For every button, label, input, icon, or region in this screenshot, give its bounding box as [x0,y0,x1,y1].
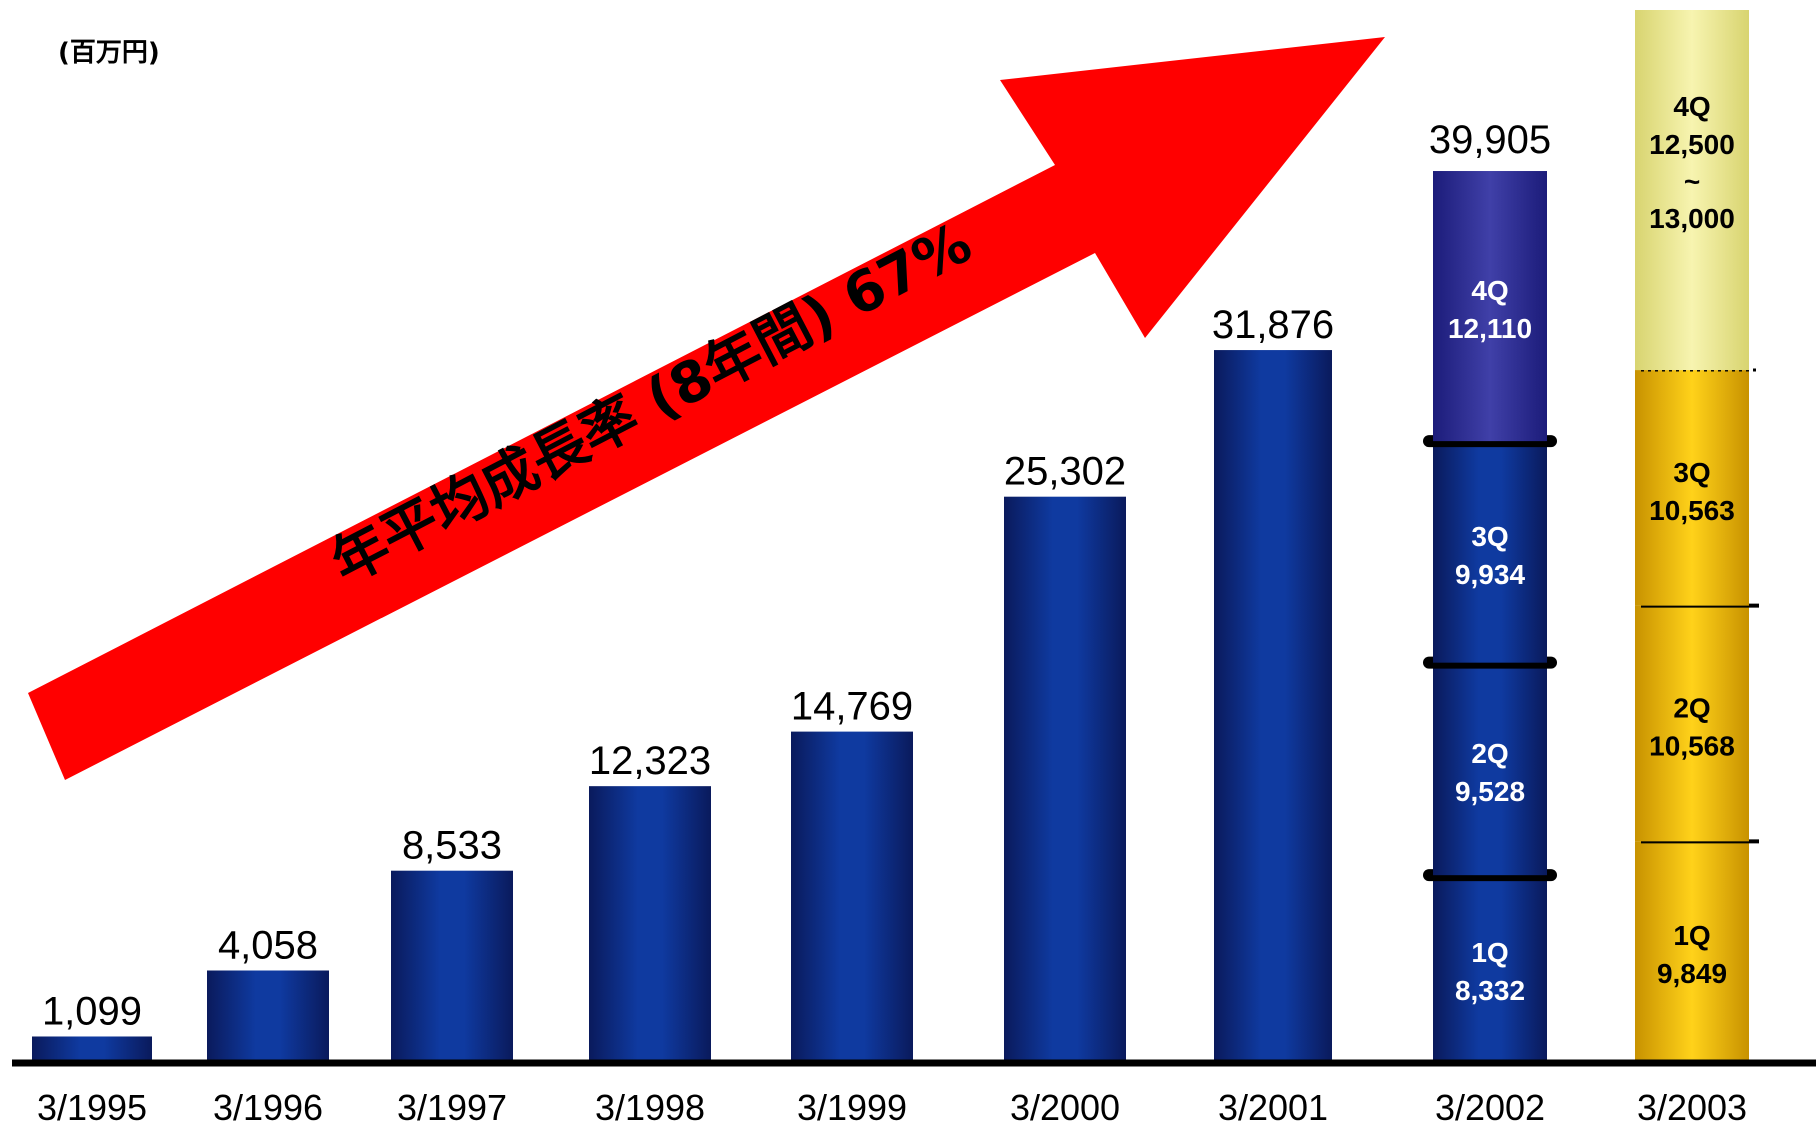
x-tick-label: 3/1997 [397,1087,507,1127]
growth-arrow-shape [28,37,1385,780]
stack-segment [1433,875,1547,1061]
bar [589,786,711,1061]
bar-value-label: 25,302 [1004,450,1126,494]
segment-value-label: 9,528 [1455,776,1525,807]
segment-quarter-label: 4Q [1673,91,1710,122]
x-tick-label: 3/1999 [797,1087,907,1127]
segment-quarter-label: 4Q [1471,275,1508,306]
segment-value-label: ~ [1684,166,1700,197]
segment-value-label: 10,563 [1649,495,1735,526]
bar-value-label: 8,533 [402,824,502,868]
segment-quarter-label: 3Q [1471,521,1508,552]
segment-quarter-label: 1Q [1471,937,1508,968]
growth-arrow: 年平均成長率 (8年間) 67% [28,37,1385,780]
x-tick-label: 3/1995 [37,1087,147,1127]
unit-label: (百万円) [58,38,160,68]
x-tick-label: 3/1998 [595,1087,705,1127]
bar [32,1036,152,1061]
segment-quarter-label: 1Q [1673,920,1710,951]
stack-segment [1635,10,1749,371]
bar-value-label: 12,323 [589,739,711,783]
growth-rate-label: 年平均成長率 (8年間) 67% [321,211,982,597]
bar-value-label: 39,905 [1429,118,1551,162]
stack-segment [1635,605,1749,842]
stack-segment [1635,370,1749,606]
x-tick-label: 3/2003 [1637,1087,1747,1127]
stack-segment [1433,171,1547,442]
bar-value-label: 14,769 [791,685,913,729]
x-tick-label: 3/2000 [1010,1087,1120,1127]
segment-quarter-label: 2Q [1673,692,1710,723]
bar [1004,496,1126,1061]
segment-value-label: 8,332 [1455,975,1525,1006]
chart-marks: 1,099 3/1995 4,058 3/1996 8,533 3/1997 12,323 3… [32,10,1759,1127]
x-tick-label: 3/1996 [213,1087,323,1127]
x-tick-label: 3/2001 [1218,1087,1328,1127]
segment-value-label: 13,000 [1649,203,1735,234]
bar [791,731,913,1061]
bar-value-label: 1,099 [42,989,142,1033]
segment-value-label: 9,934 [1455,559,1525,590]
segment-quarter-label: 3Q [1673,457,1710,488]
x-tick-label: 3/2002 [1435,1087,1545,1127]
stack-segment [1433,441,1547,663]
bar [1214,350,1332,1061]
segment-value-label: 12,110 [1448,313,1532,344]
bar-value-label: 4,058 [218,923,318,967]
segment-value-label: 9,849 [1657,958,1727,989]
stack-segment [1433,662,1547,876]
bar [391,870,513,1061]
stack-segment [1635,841,1749,1061]
bar [207,970,329,1061]
segment-value-label: 12,500 [1649,129,1735,160]
segment-quarter-label: 2Q [1471,738,1508,769]
segment-value-label: 10,568 [1649,730,1735,761]
bar-value-label: 31,876 [1212,303,1334,347]
